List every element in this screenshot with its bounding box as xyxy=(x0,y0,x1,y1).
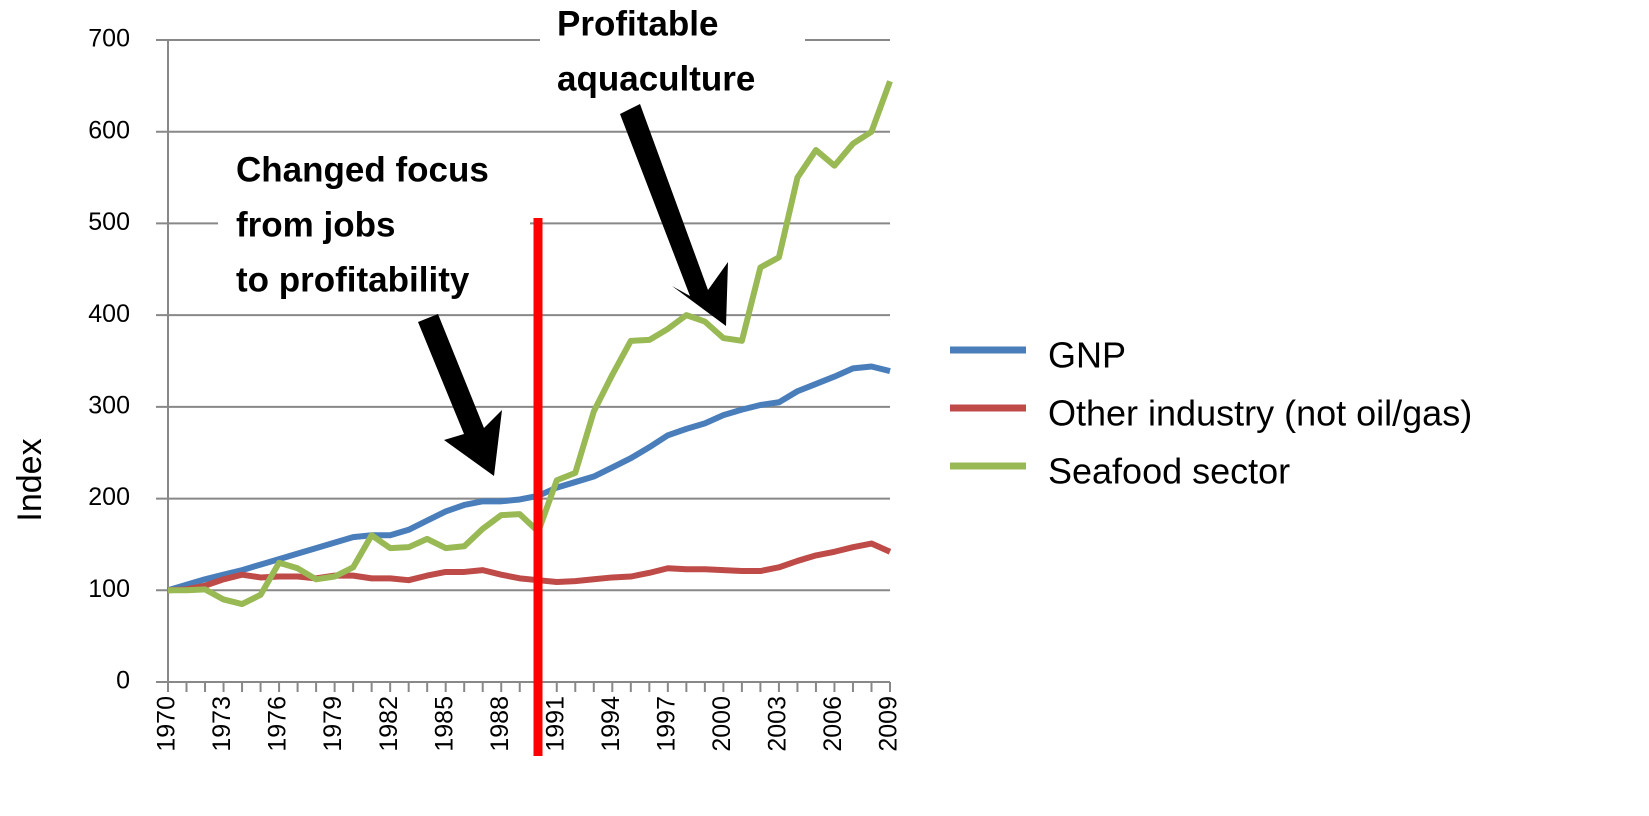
arrow xyxy=(620,104,728,326)
x-tick-label: 1973 xyxy=(208,696,236,752)
annotation-box xyxy=(218,134,530,314)
series-line xyxy=(167,540,892,594)
y-tick-label: 300 xyxy=(88,391,130,419)
annotation: from jobs xyxy=(236,205,395,244)
x-tick-label: 2006 xyxy=(819,696,847,752)
x-tick-label: 1991 xyxy=(541,696,569,752)
x-tick-label: 2009 xyxy=(875,696,903,752)
y-tick-label: 600 xyxy=(88,116,130,144)
x-tick-label: 2003 xyxy=(764,696,792,752)
series-line xyxy=(168,80,893,608)
legend-label: Other industry (not oil/gas) xyxy=(1048,393,1472,434)
legend-label: GNP xyxy=(1048,335,1126,376)
y-tick-label: 400 xyxy=(88,300,130,328)
legend-label: Seafood sector xyxy=(1048,451,1290,492)
annotation: to profitability xyxy=(236,260,470,299)
y-axis-label: Index xyxy=(11,438,49,521)
x-tick-label: 2000 xyxy=(708,696,736,752)
x-tick-label: 1997 xyxy=(652,696,680,752)
y-tick-label: 0 xyxy=(116,667,130,695)
y-tick-label: 700 xyxy=(88,25,130,53)
x-tick-label: 1994 xyxy=(597,696,625,752)
annotation: Changed focus xyxy=(236,150,489,189)
x-tick-label: 1970 xyxy=(153,696,181,752)
series-lines xyxy=(167,80,893,608)
x-tick-label: 1988 xyxy=(486,696,514,752)
annotation: Profitable xyxy=(557,4,718,43)
annotation: aquaculture xyxy=(557,59,755,98)
arrow xyxy=(418,314,502,476)
x-tick-label: 1982 xyxy=(375,696,403,752)
x-tick-label: 1979 xyxy=(319,696,347,752)
y-tick-label: 100 xyxy=(88,575,130,603)
y-tick-label: 500 xyxy=(88,208,130,236)
x-tick-label: 1976 xyxy=(264,696,292,752)
y-tick-label: 200 xyxy=(88,483,130,511)
x-tick-label: 1985 xyxy=(430,696,458,752)
annotation-box xyxy=(540,0,805,108)
series-line xyxy=(167,363,891,594)
